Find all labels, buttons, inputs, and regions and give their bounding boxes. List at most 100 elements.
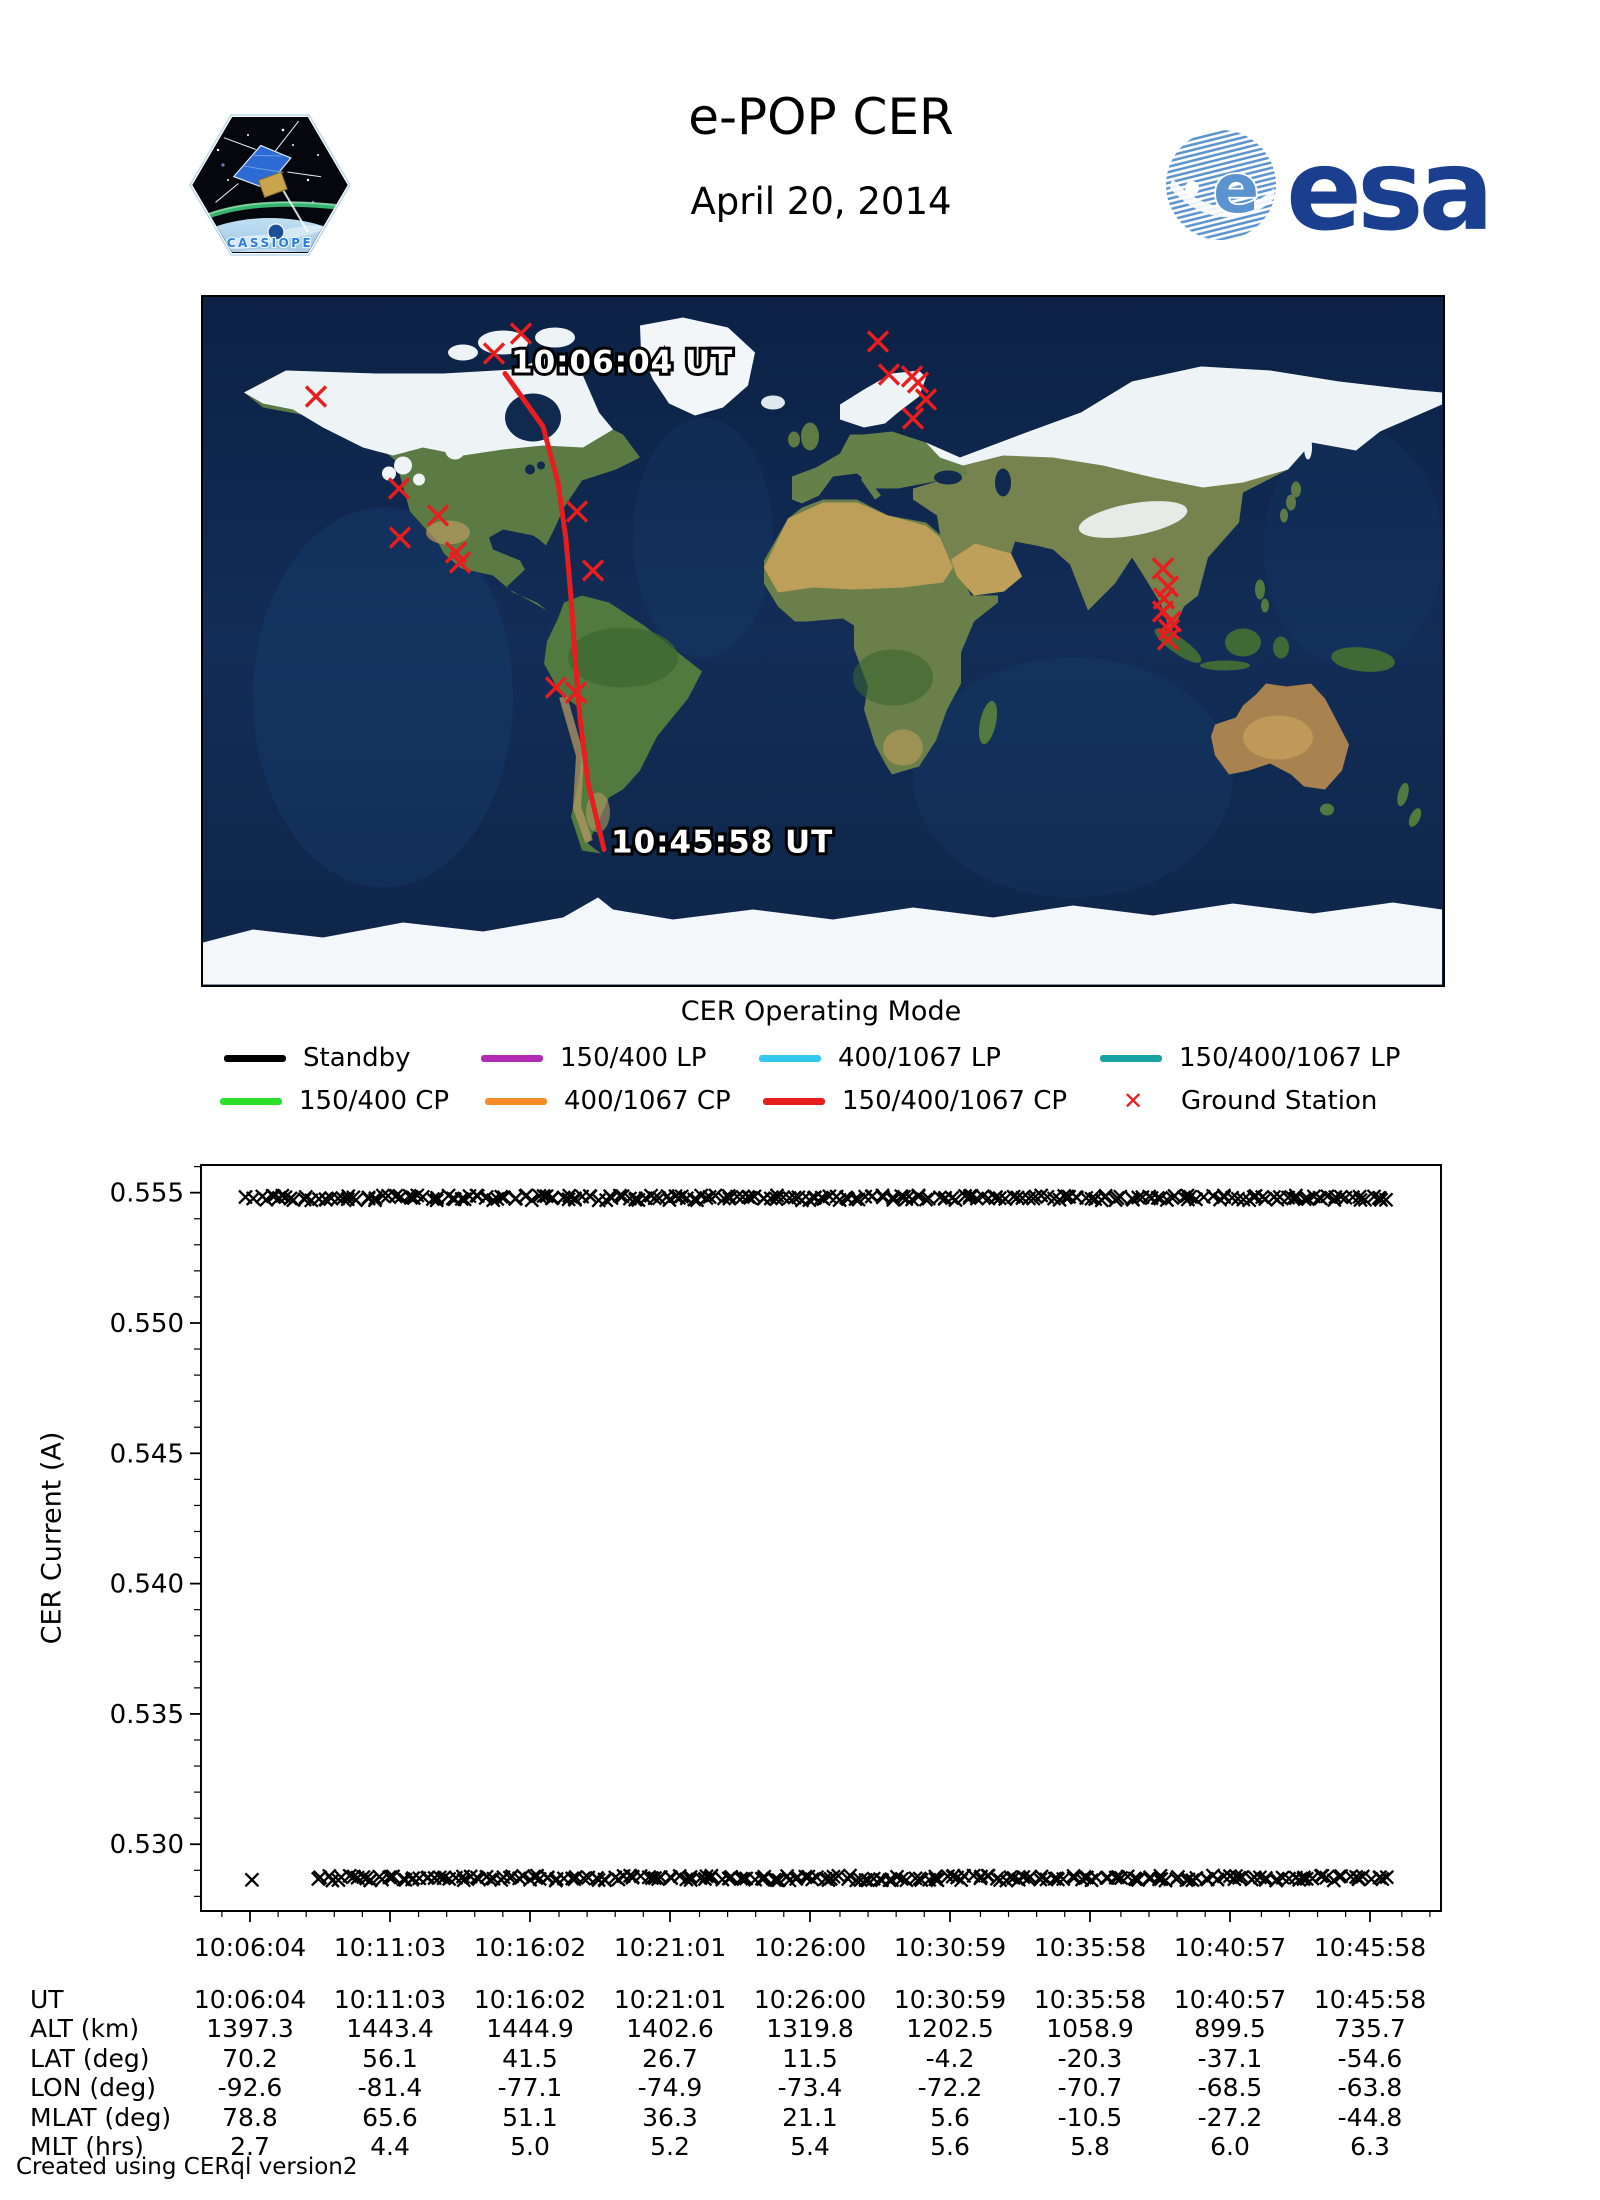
cer-current-plot: 10:06:04 10:11:03 10:16:02 10:21:01 10:26:00… — [110, 1164, 1442, 1962]
legend-label: 150/400/1067 CP — [842, 1086, 1068, 1116]
legend-item-standby: Standby — [224, 1042, 411, 1074]
table-cell: 56.1 — [362, 2043, 418, 2073]
table-cell: 1058.9 — [1046, 2014, 1134, 2044]
cassiope-patch-graphic: CASSIOPE — [187, 113, 353, 257]
y-axis-label: CER Current (A) — [36, 1431, 68, 1645]
ground-track-line — [502, 371, 607, 852]
table-cell: 10:06:04 — [193, 1985, 307, 2014]
table-cell: 1402.6 — [626, 2014, 714, 2044]
y-tick-label: 0.550 — [110, 1309, 184, 1339]
table-cell: 6.0 — [1210, 2132, 1250, 2161]
table-row-label: LAT (deg) — [30, 2043, 150, 2073]
legend-item-400-1067-cp: 400/1067 CP — [485, 1085, 731, 1117]
legend-item-150-400-cp: 150/400 CP — [220, 1085, 449, 1117]
ground-track-map: 10:06:04 UT 10:45:58 UT — [201, 295, 1445, 987]
150-400-1067-lp-line-swatch — [1100, 1054, 1162, 1062]
table-cell: -81.4 — [357, 2073, 423, 2103]
400-1067-lp-line-swatch — [759, 1054, 821, 1062]
150-400-lp-line-swatch — [481, 1054, 543, 1062]
table-cell: -74.9 — [637, 2073, 703, 2103]
table-cell: 735.7 — [1334, 2014, 1406, 2044]
legend-label: 400/1067 LP — [838, 1043, 1001, 1073]
satellite-illustration — [215, 120, 322, 203]
table-cell: 1444.9 — [486, 2014, 574, 2044]
table-row-label: MLAT (deg) — [30, 2102, 172, 2132]
ground-station-x-icon: ✕ — [1122, 1087, 1144, 1115]
table-cell: -27.2 — [1197, 2102, 1263, 2132]
ground-station-markers — [304, 322, 1183, 704]
data-series-markers — [244, 1872, 260, 1888]
table-cell: 10:16:02 — [473, 1985, 587, 2014]
esa-globe-icon: e — [1166, 130, 1276, 240]
y-tick-label: 0.535 — [110, 1700, 184, 1730]
table-row: MLAT (deg) 78.8 65.6 51.1 36.3 21.1 5.6 -10.5 -2… — [0, 2103, 1600, 2133]
table-cell: 65.6 — [362, 2102, 418, 2132]
page-date: April 20, 2014 — [690, 180, 952, 223]
table-cell: 10:35:58 — [1033, 1985, 1147, 2014]
patch-label: CASSIOPE — [227, 236, 314, 250]
table-row-label: UT — [30, 1985, 64, 2014]
table-cell: 5.0 — [510, 2132, 550, 2161]
page-title: e-POP CER — [688, 88, 954, 146]
table-cell: -92.6 — [217, 2073, 283, 2103]
table-cell: 4.4 — [370, 2132, 410, 2161]
table-cell: 5.6 — [930, 2102, 970, 2132]
scatter-plot-canvas: 10:06:04 10:11:03 10:16:02 10:21:01 10:26:00… — [110, 1164, 1442, 1962]
table-cell: 36.3 — [642, 2102, 698, 2132]
table-cell: 899.5 — [1194, 2014, 1266, 2044]
x-tick-label: 10:06:04 — [194, 1933, 306, 1962]
table-cell: 1319.8 — [766, 2014, 854, 2044]
credit-note: Created using CERql version2 — [16, 2154, 358, 2180]
esa-logo: e esa — [1162, 126, 1494, 247]
table-cell: 70.2 — [222, 2043, 278, 2073]
legend-item-ground-station: ✕ Ground Station — [1102, 1085, 1377, 1117]
legend-item-150-400-1067-cp: 150/400/1067 CP — [763, 1085, 1067, 1117]
table-cell: -77.1 — [497, 2073, 563, 2103]
legend-item-400-1067-lp: 400/1067 LP — [759, 1042, 1001, 1074]
table-cell: 1443.4 — [346, 2014, 434, 2044]
table-cell: 51.1 — [502, 2102, 558, 2132]
table-cell: -68.5 — [1197, 2073, 1263, 2103]
table-cell: -20.3 — [1057, 2043, 1123, 2073]
esa-globe-e: e — [1213, 150, 1259, 229]
track-time-annotation: 10:45:58 UT — [611, 825, 833, 861]
table-cell: 26.7 — [642, 2043, 698, 2073]
table-cell: 10:40:57 — [1173, 1985, 1287, 2014]
legend-item-150-400-1067-lp: 150/400/1067 LP — [1100, 1042, 1400, 1074]
y-tick-label: 0.540 — [110, 1570, 184, 1600]
y-tick-label: 0.555 — [110, 1179, 184, 1209]
x-tick-label: 10:45:58 — [1314, 1933, 1426, 1962]
x-tick-label: 10:16:02 — [474, 1933, 586, 1962]
400-1067-cp-line-swatch — [485, 1097, 547, 1105]
table-cell: 1397.3 — [206, 2014, 294, 2044]
table-row-label: ALT (km) — [30, 2014, 140, 2044]
x-tick-label: 10:40:57 — [1174, 1933, 1286, 1962]
table-cell: -4.2 — [925, 2043, 975, 2073]
x-tick-label: 10:21:01 — [614, 1933, 726, 1962]
y-tick-label: 0.530 — [110, 1830, 184, 1860]
table-cell: 2.7 — [230, 2132, 270, 2161]
legend-label: 150/400 LP — [560, 1043, 707, 1073]
table-cell: -73.4 — [777, 2073, 843, 2103]
150-400-1067-cp-line-swatch — [763, 1097, 825, 1105]
table-row: ALT (km) 1397.3 1443.4 1444.9 1402.6 1319.8 12… — [0, 2014, 1600, 2044]
table-cell: -70.7 — [1057, 2073, 1123, 2103]
x-tick-label: 10:35:58 — [1034, 1933, 1146, 1962]
standby-line-swatch — [224, 1054, 286, 1062]
table-row-label: MLT (hrs) — [30, 2132, 144, 2161]
table-cell: 5.8 — [1070, 2132, 1110, 2161]
table-row: MLT (hrs) 2.7 4.4 5.0 5.2 5.4 5.6 5.8 6.0 6.3 — [0, 2132, 1600, 2162]
x-tick-label: 10:30:59 — [894, 1933, 1006, 1962]
150-400-cp-line-swatch — [220, 1097, 282, 1105]
table-cell: -72.2 — [917, 2073, 983, 2103]
satellite-ground-track — [502, 371, 607, 852]
table-cell: 5.6 — [930, 2132, 970, 2161]
table-cell: -44.8 — [1337, 2102, 1403, 2132]
legend-label: Standby — [303, 1043, 411, 1073]
table-cell: 5.2 — [650, 2132, 690, 2161]
table-cell: -37.1 — [1197, 2043, 1263, 2073]
table-cell: 10:21:01 — [613, 1985, 727, 2014]
table-cell: -10.5 — [1057, 2102, 1123, 2132]
x-tick-label: 10:11:03 — [334, 1933, 446, 1962]
table-row: UT 10:06:04 10:11:03 10:16:02 10:21:01 10:26:… — [0, 1985, 1600, 2015]
